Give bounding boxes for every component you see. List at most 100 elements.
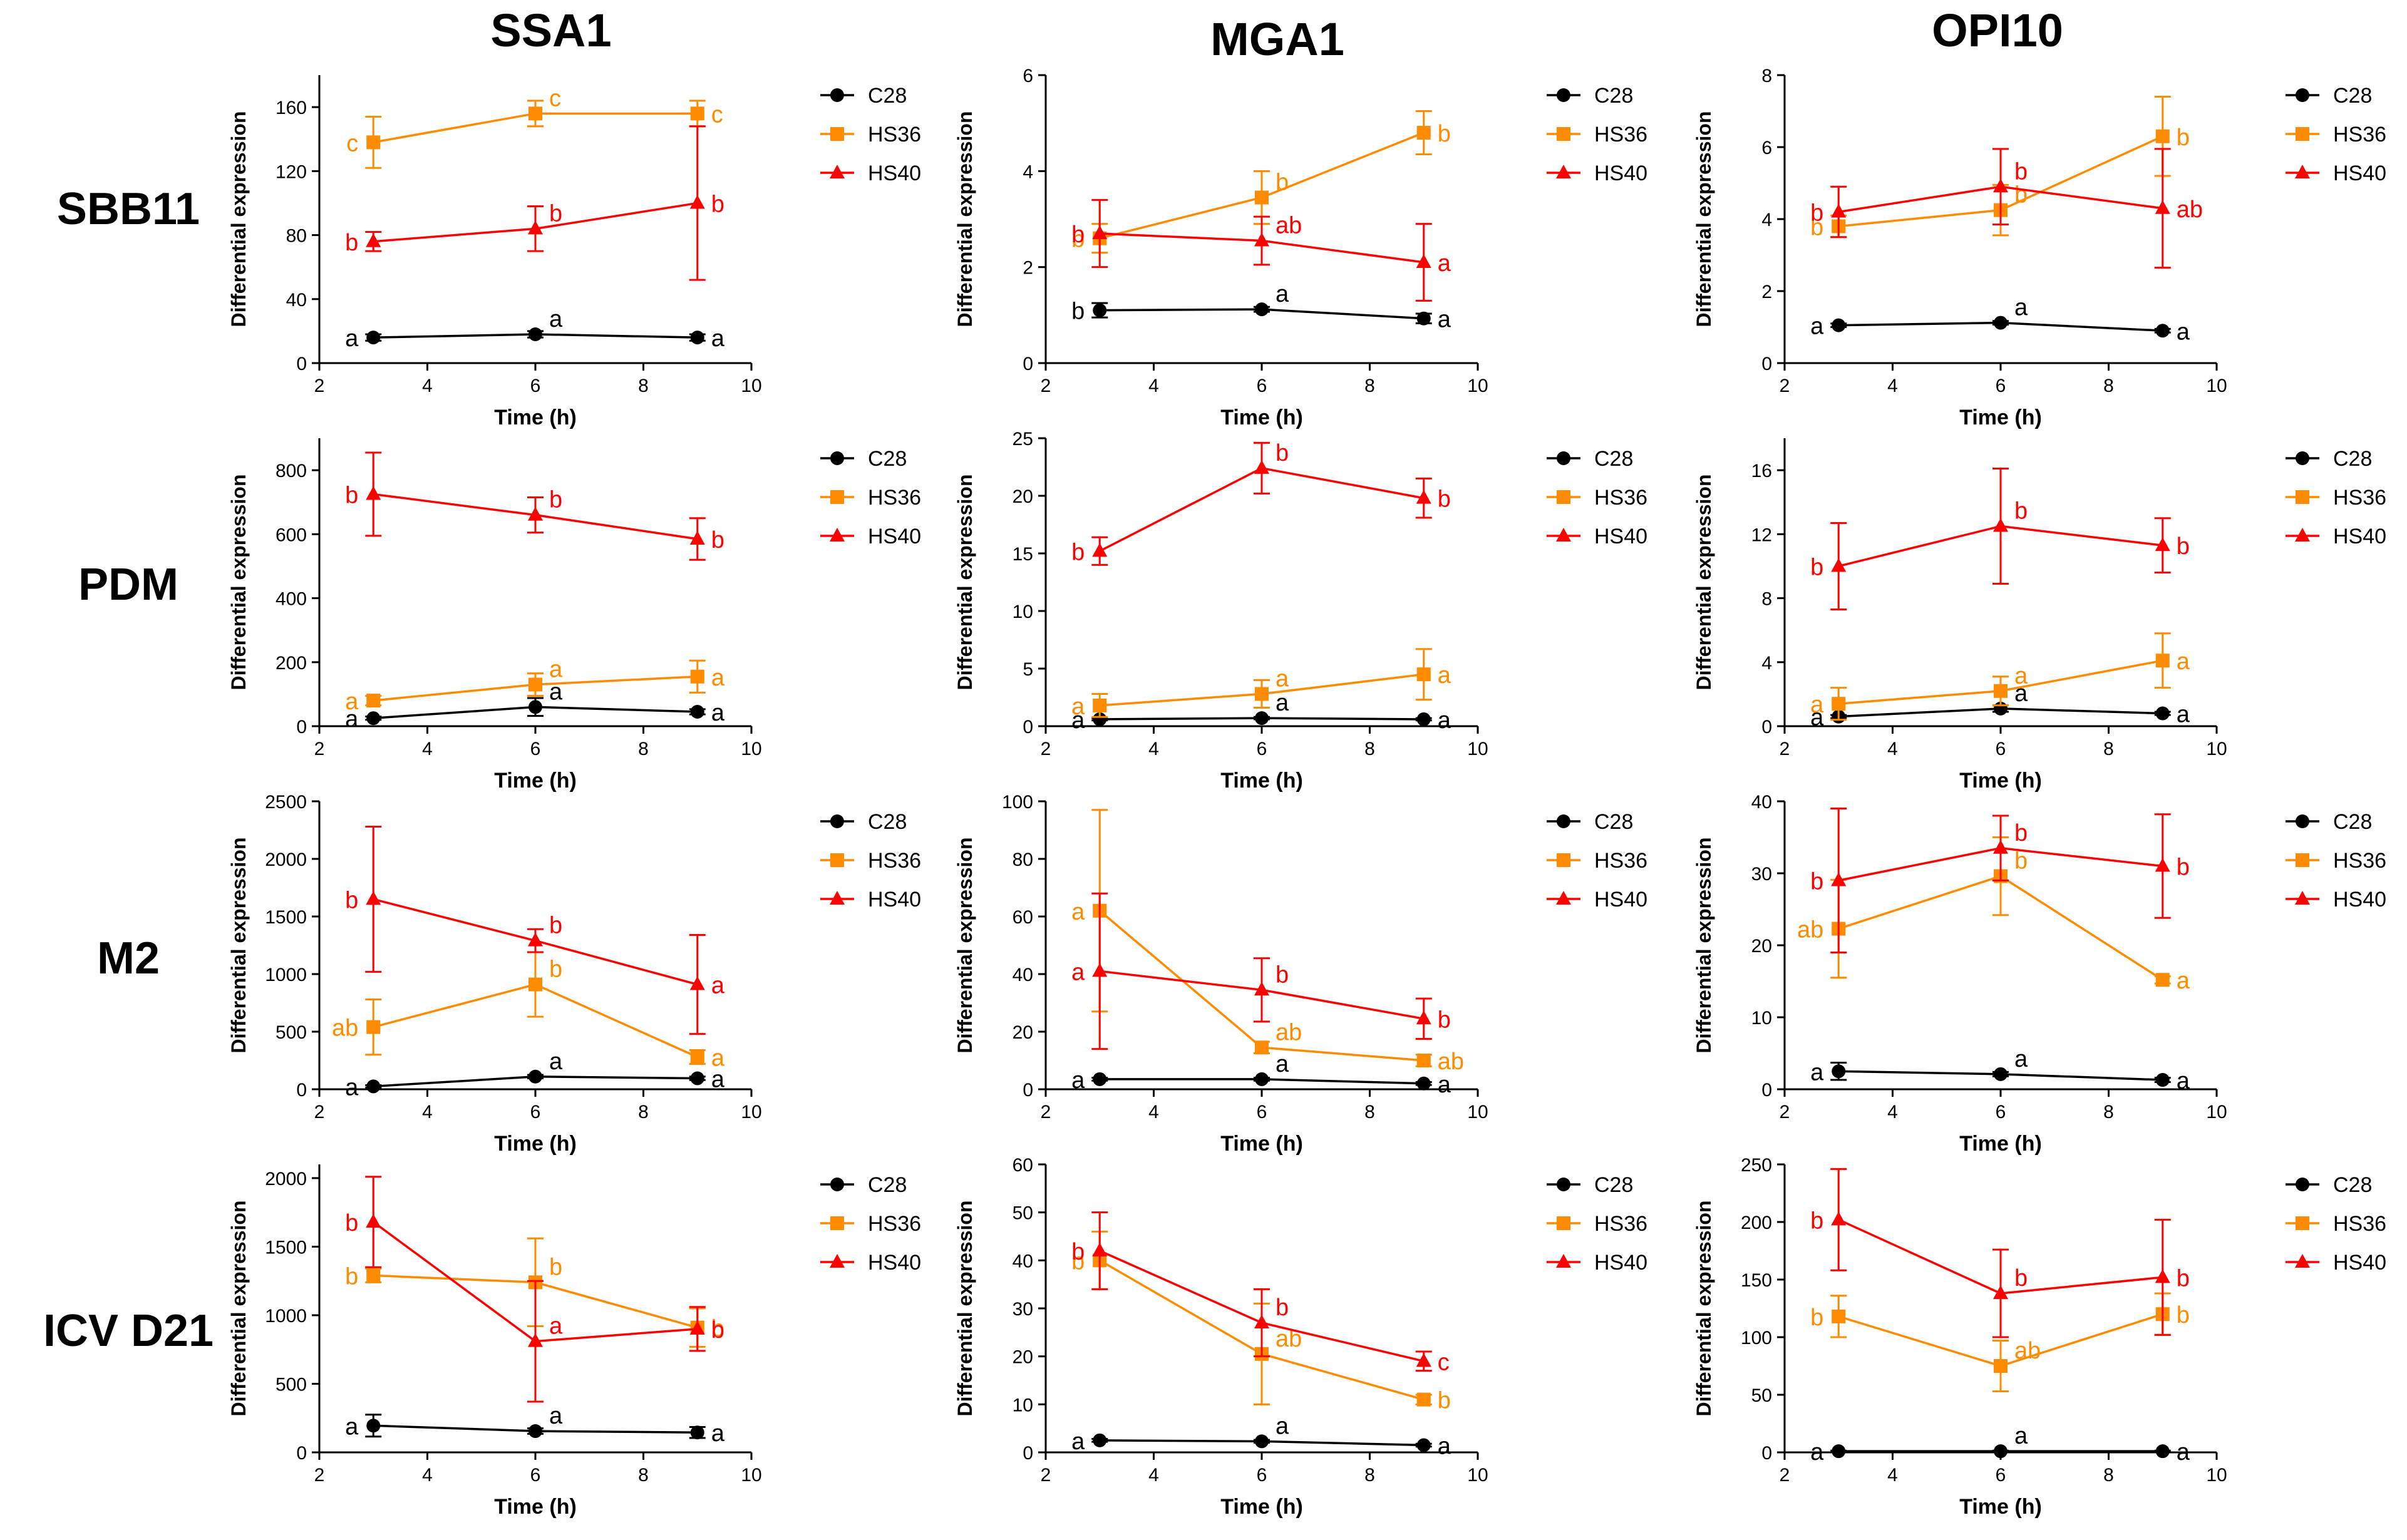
x-tick-label: 4 [422,1465,433,1486]
y-tick-label: 0 [1023,1080,1033,1101]
data-point [1092,225,1108,239]
y-tick-label: 30 [1013,1299,1033,1320]
significance-letter: a [1276,690,1289,716]
data-point [528,506,543,521]
x-tick-label: 4 [422,739,433,759]
data-point [528,677,542,692]
legend-label: C28 [1594,84,1633,108]
y-tick-label: 0 [1023,354,1033,374]
x-tick-label: 2 [1780,376,1790,396]
legend-label: HS40 [868,1251,921,1275]
legend-label: C28 [868,1173,907,1197]
x-tick-label: 6 [530,376,541,396]
significance-letter: b [1276,962,1289,988]
data-point [366,1268,381,1283]
x-axis-label: Time (h) [494,1495,577,1519]
data-point [1416,254,1431,268]
y-tick-label: 4 [1761,210,1772,230]
significance-letter: b [2014,1265,2028,1291]
significance-letter: a [549,306,563,332]
series-hs36: ab b a [1797,836,2190,994]
legend-marker [830,127,844,141]
y-tick-label: 200 [1741,1213,1772,1233]
significance-letter: b [1438,1007,1451,1033]
y-tick-label: 50 [1751,1385,1772,1406]
y-tick-label: 2 [1761,282,1772,302]
data-point [1254,1315,1269,1328]
y-tick-label: 10 [1751,1008,1772,1029]
data-point [528,700,542,714]
legend: C28 HS36 HS40 [1547,447,1647,548]
significance-letter: b [549,1254,562,1280]
x-tick-label: 10 [1467,1102,1488,1122]
significance-letter: a [1071,959,1085,985]
significance-letter: b [2014,498,2028,525]
significance-letter: b [711,1316,724,1342]
data-point [366,135,381,150]
data-point [2155,1269,2170,1283]
data-point [1255,302,1269,317]
data-point [1994,684,2008,698]
x-tick-label: 2 [314,1102,325,1122]
y-tick-label: 8 [1761,589,1772,610]
series-hs40: a b b [1071,892,1451,1050]
y-axis-label: Differential expression [227,475,250,690]
y-tick-label: 25 [1013,429,1033,449]
x-tick-label: 8 [1364,376,1375,396]
legend-label: HS36 [1594,123,1647,146]
significance-letter: a [2177,319,2190,345]
y-tick-label: 600 [276,525,307,545]
significance-letter: b [549,913,562,939]
legend-label: HS40 [868,525,921,548]
significance-letter: a [711,700,725,726]
y-tick-label: 5 [1023,659,1033,680]
legend-marker [830,528,845,542]
x-tick-label: 10 [741,1465,761,1486]
chart-pdm-mga1: 0 5 10 15 20 25 2 4 6 8 10 Time (h) Differential exp… [954,429,1647,793]
data-point [1254,459,1269,474]
data-point [1254,982,1269,996]
y-axis-label: Differential expression [1693,475,1715,690]
significance-letter: b [711,527,724,553]
legend-marker [1556,528,1571,542]
legend-label: C28 [868,447,907,471]
x-tick-label: 6 [530,739,541,759]
legend-marker [830,451,844,465]
significance-letter: a [1071,1429,1085,1455]
data-point [2155,129,2170,143]
legend: C28 HS36 HS40 [2286,810,2386,911]
significance-letter: ab [1438,1049,1464,1075]
x-tick-label: 2 [1780,1465,1790,1486]
data-point [1416,490,1431,504]
significance-letter: a [711,973,725,999]
data-point [1416,1076,1431,1091]
y-tick-label: 0 [1761,354,1772,374]
x-tick-label: 2 [1041,1102,1051,1122]
legend-label: HS40 [1594,525,1647,548]
y-tick-label: 20 [1013,1347,1033,1368]
x-tick-label: 4 [1887,376,1898,396]
legend-label: HS36 [2333,849,2386,873]
y-axis-label: Differential expression [1693,1201,1715,1417]
row-label-sbb11: SBB11 [56,184,200,234]
legend-marker [1557,1178,1570,1191]
chart-m2-ssa1: 0 500 1000 1500 2000 2500 2 4 6 8 10 Time (h) Differ… [227,792,921,1156]
x-tick-label: 2 [314,1465,325,1486]
data-point [1994,316,2008,330]
legend-marker [830,88,844,102]
y-tick-label: 0 [296,354,307,374]
significance-letter: b [1276,440,1289,466]
legend-label: C28 [2333,447,2372,471]
significance-letter: a [1276,665,1289,692]
x-tick-label: 8 [2103,376,2114,396]
data-point [690,669,704,684]
significance-letter: b [1071,227,1085,253]
legend-label: HS40 [2333,888,2386,911]
data-point [1416,1054,1431,1067]
data-point [1092,963,1108,977]
y-axis-label: Differential expression [227,838,250,1054]
data-point [1831,1211,1847,1226]
